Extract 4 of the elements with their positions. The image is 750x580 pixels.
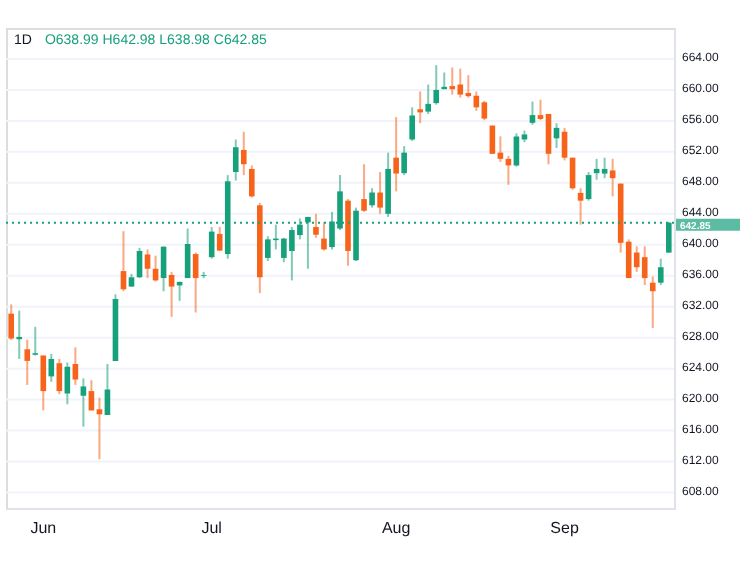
- x-tick-label: Jul: [201, 519, 223, 537]
- x-tick-label: Aug: [381, 519, 411, 537]
- x-tick-label: Sep: [550, 519, 580, 537]
- x-tick-label: Jun: [30, 519, 57, 537]
